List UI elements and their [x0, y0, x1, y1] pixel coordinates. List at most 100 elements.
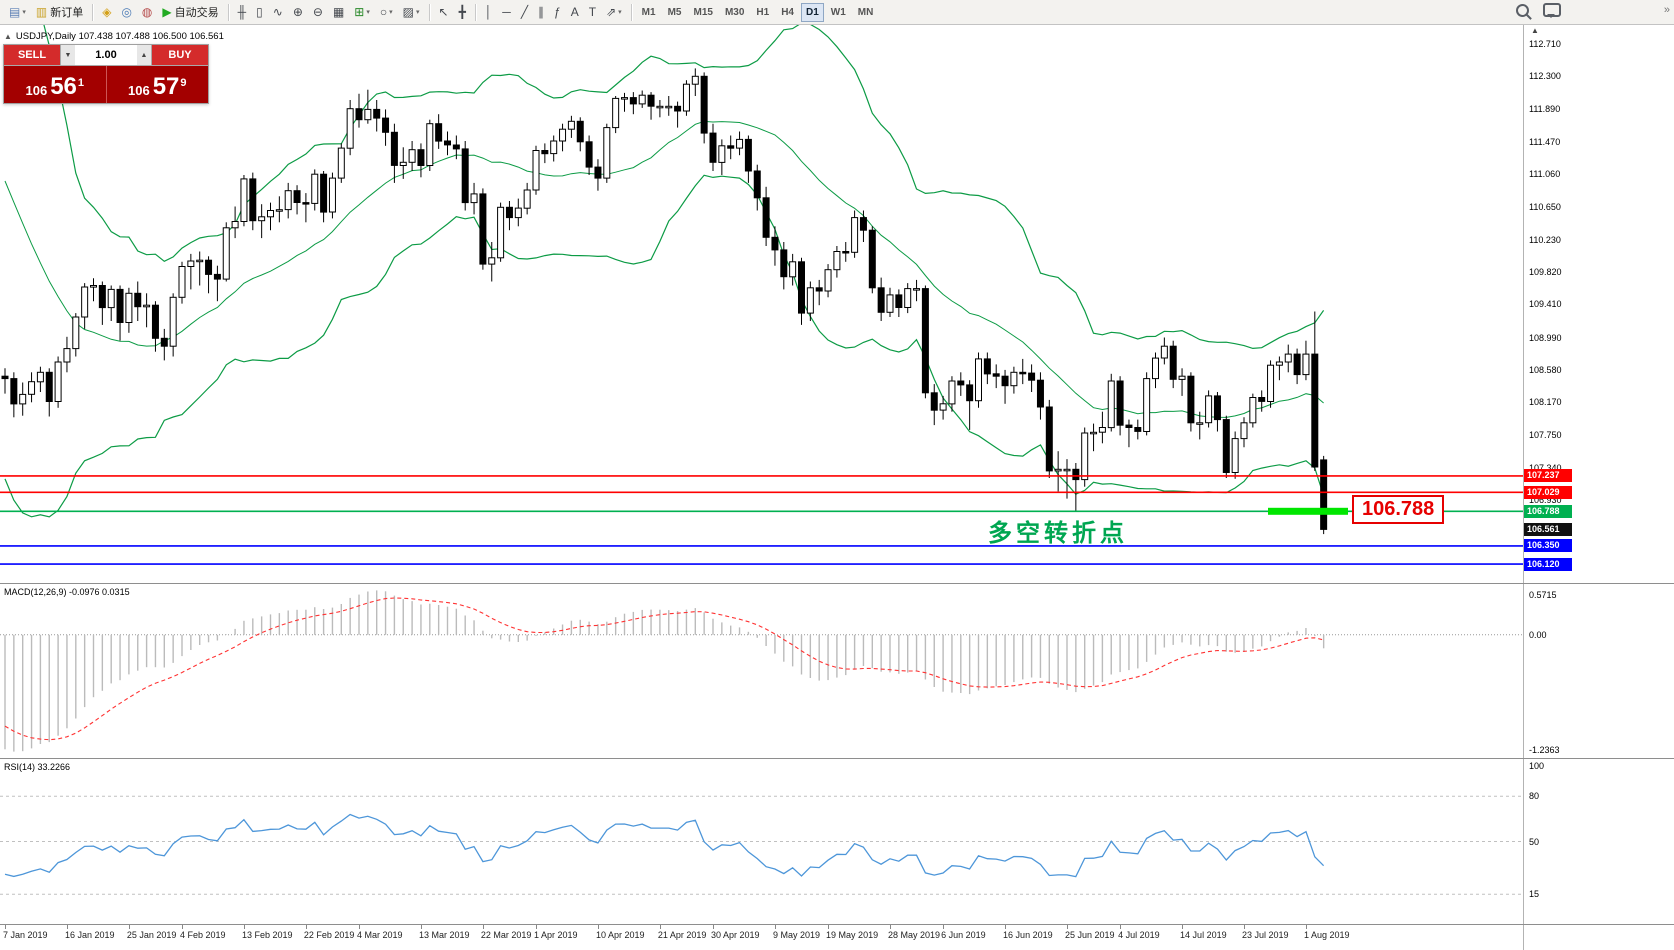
market-watch-button[interactable]: ◈ — [98, 1, 115, 23]
templates-icon: ▨ — [402, 5, 414, 19]
text-button[interactable]: A — [567, 1, 583, 23]
timeframe-m30[interactable]: M30 — [724, 6, 745, 18]
timeframe-m15[interactable]: M15 — [693, 6, 713, 18]
terminal-icon: ◍ — [141, 5, 153, 19]
indicators-button[interactable]: ⊞ ▾ — [350, 1, 374, 23]
price-axis-label: 109.820 — [1529, 267, 1562, 278]
indicators-icon: ⊞ — [354, 5, 365, 19]
arrows-button[interactable]: ⇗ ▾ — [602, 1, 626, 23]
autotrading-button[interactable]: ▶ 自动交易 — [158, 1, 222, 23]
horizontal-line-button[interactable]: ─ — [498, 1, 515, 23]
timeframe-d1[interactable]: D1 — [800, 2, 824, 22]
trendline-button[interactable]: ╱ — [517, 1, 532, 23]
fibonacci-button[interactable]: ƒ — [550, 1, 565, 23]
crosshair-button[interactable]: ╋ — [455, 1, 470, 23]
line-chart-button[interactable]: ∿ — [269, 1, 287, 23]
rsi-axis-label: 100 — [1529, 761, 1545, 771]
macd-signal-line — [4, 597, 1324, 741]
rsi-axis: 100 80 50 15 — [1523, 759, 1674, 924]
buy-price-button[interactable]: 106 57 9 — [106, 66, 208, 103]
candlestick-chart-button[interactable]: ▯ — [252, 1, 267, 23]
timeframe-m5[interactable]: M5 — [667, 6, 682, 18]
macd-histogram — [4, 590, 1325, 752]
time-axis-label: 1 Apr 2019 — [534, 930, 578, 940]
time-axis-label: 21 Apr 2019 — [657, 930, 707, 940]
toolbar-separator — [428, 3, 430, 21]
new-chart-icon: ▤ — [9, 5, 21, 19]
templates-button[interactable]: ▨ ▾ — [399, 1, 424, 23]
macd-label: MACD(12,26,9) -0.0976 0.0315 — [4, 587, 130, 597]
time-axis-tick — [890, 925, 891, 929]
zoom-out-button[interactable]: ⊖ — [309, 1, 327, 23]
price-axis-label: 111.060 — [1529, 169, 1561, 180]
new-order-button-label: 新订单 — [50, 7, 84, 19]
toolbar-overflow-button[interactable]: » — [1663, 4, 1670, 16]
channel-button[interactable]: ∥ — [534, 1, 548, 23]
toolbar-separator — [474, 3, 476, 21]
time-axis-label: 13 Feb 2019 — [241, 930, 293, 940]
time-axis-label: 22 Feb 2019 — [303, 930, 355, 940]
volume-input[interactable]: 1.00 — [95, 49, 117, 61]
timeframe-h4[interactable]: H4 — [781, 6, 794, 18]
periods-button[interactable]: ○ ▾ — [376, 1, 397, 23]
cursor-button[interactable]: ↖ — [435, 1, 453, 23]
volume-spinner-icon[interactable]: ▲ — [137, 45, 151, 65]
line-chart-icon: ∿ — [272, 5, 283, 19]
chat-icon[interactable] — [1543, 3, 1561, 18]
buy-button[interactable]: BUY — [152, 45, 208, 65]
crosshair-icon: ╋ — [458, 5, 466, 19]
tile-windows-button[interactable]: ▦ — [329, 1, 348, 23]
new-chart-button[interactable]: ▤ ▾ — [5, 1, 30, 23]
time-axis-label: 14 Jul 2019 — [1180, 930, 1227, 940]
price-axis-label: 108.990 — [1529, 332, 1562, 343]
new-order-button[interactable]: ▥ 新订单 — [32, 1, 87, 23]
rsi-axis-label: 15 — [1529, 889, 1540, 900]
macd-svg — [0, 590, 1523, 752]
macd-axis-label: 0.00 — [1529, 629, 1547, 640]
price-axis-label: 107.340 — [1529, 462, 1562, 473]
price-axis-label: 108.580 — [1529, 364, 1562, 375]
time-axis-label: 30 Apr 2019 — [711, 930, 760, 940]
vertical-line-button[interactable]: │ — [481, 1, 497, 23]
time-axis-label: 25 Jun 2019 — [1065, 930, 1115, 940]
search-icon[interactable] — [1516, 3, 1529, 17]
one-click-collapse-icon[interactable]: ▲ — [4, 32, 12, 41]
time-axis-tick — [482, 925, 484, 929]
candlestick-chart-icon: ▯ — [256, 5, 263, 19]
price-axis-label: 109.410 — [1529, 299, 1562, 310]
periods-icon: ○ — [379, 5, 388, 19]
timeframe-mn[interactable]: MN — [857, 6, 874, 18]
volume-dropdown-icon[interactable]: ▼ — [61, 45, 75, 65]
arrows-icon: ⇗ — [606, 5, 617, 19]
time-axis-tick — [659, 925, 661, 929]
terminal-button[interactable]: ◍ — [138, 1, 156, 23]
caret-down-icon: ▾ — [618, 9, 622, 16]
timeframe-w1[interactable]: W1 — [830, 6, 846, 18]
timeframe-m1[interactable]: M1 — [641, 6, 656, 18]
sell-price-prefix: 106 — [25, 83, 48, 98]
axis-scroll-up-icon[interactable]: ▲ — [1531, 26, 1539, 35]
sell-button[interactable]: SELL — [4, 45, 60, 65]
bar-chart-button[interactable]: ╫ — [234, 1, 251, 23]
price-chart-svg[interactable] — [0, 25, 1523, 583]
time-axis-tick — [182, 925, 183, 929]
time-axis-tick — [943, 925, 945, 929]
vertical-line-icon: │ — [484, 5, 493, 19]
navigator-button[interactable]: ◎ — [117, 1, 135, 23]
autotrading-button-label: 自动交易 — [174, 7, 219, 19]
label-button[interactable]: T — [585, 1, 600, 23]
symbol-title-row: ▲ USDJPY,Daily 107.438 107.488 106.500 1… — [4, 31, 224, 42]
tile-windows-icon: ▦ — [332, 5, 345, 19]
bollinger-middle-band — [4, 120, 1324, 418]
price-axis-label: 107.750 — [1529, 430, 1562, 441]
channel-icon: ∥ — [538, 5, 545, 19]
zoom-in-button[interactable]: ⊕ — [289, 1, 307, 23]
sell-price-button[interactable]: 106 56 1 — [4, 66, 107, 103]
timeframe-h1[interactable]: H1 — [756, 6, 770, 18]
macd-axis: 0.5715 0.00 -1.2363 — [1523, 584, 1674, 758]
time-axis: 7 Jan 2019 16 Jan 2019 25 Jan 2019 4 Feb 20… — [0, 924, 1674, 950]
time-axis-label: 4 Mar 2019 — [357, 930, 403, 940]
support-highlight-bar[interactable] — [1268, 507, 1348, 515]
time-axis-label: 16 Jun 2019 — [1003, 930, 1053, 940]
price-level-callout: 106.788 — [1352, 495, 1445, 524]
